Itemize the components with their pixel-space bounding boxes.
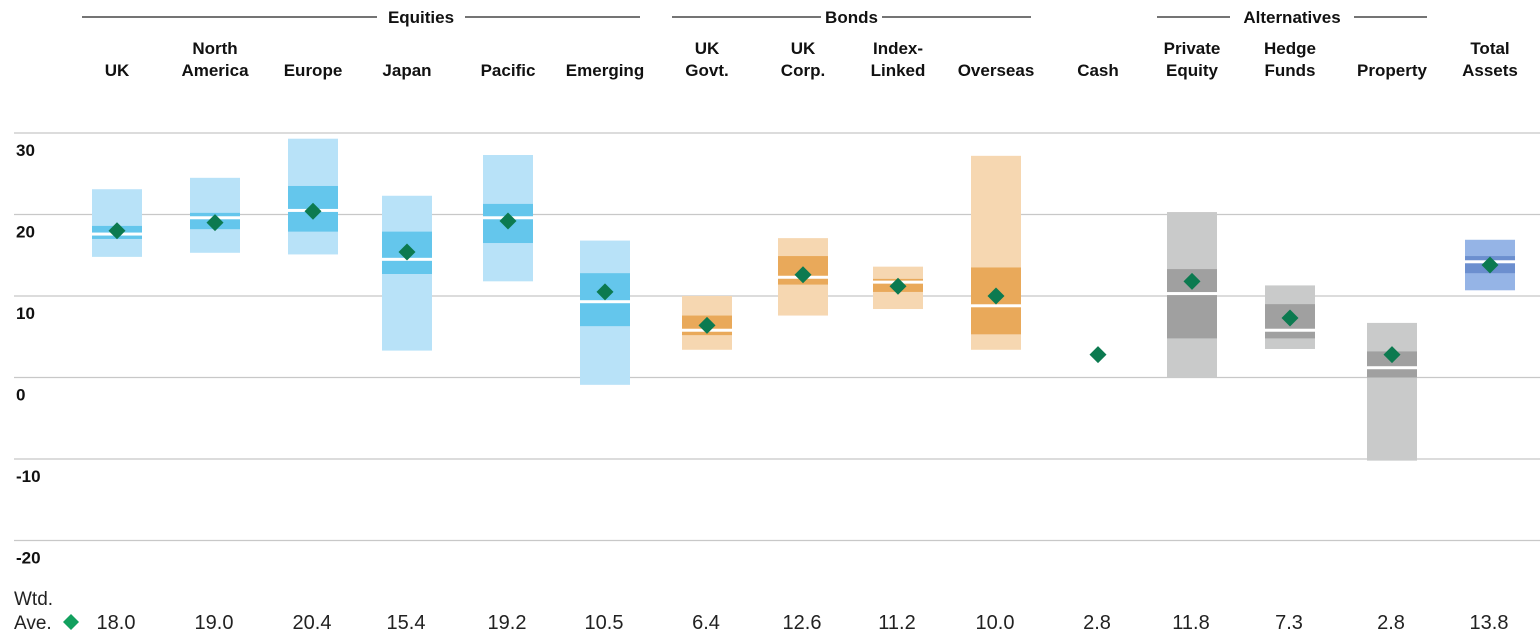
category-label-line1: UK bbox=[695, 39, 720, 58]
mean-marker bbox=[987, 287, 1005, 305]
weighted-average-value: 12.6 bbox=[783, 612, 822, 634]
average-legend-diamond-icon bbox=[63, 614, 79, 630]
y-tick-label: 10 bbox=[16, 304, 35, 323]
category-pacific: Pacific 19.2 bbox=[481, 61, 536, 634]
category-label-line2: Assets bbox=[1462, 61, 1518, 80]
category-emerging: Emerging 10.5 bbox=[566, 61, 644, 634]
weighted-average-value: 10.0 bbox=[976, 612, 1015, 634]
mean-marker bbox=[1481, 256, 1499, 274]
category-label-line2: Pacific bbox=[481, 61, 536, 80]
category-label-line1: North bbox=[192, 39, 237, 58]
weighted-average-value: 13.8 bbox=[1470, 612, 1509, 634]
category-label-line2: Overseas bbox=[958, 61, 1035, 80]
category-label-line1: Index- bbox=[873, 39, 923, 58]
y-tick-label: -20 bbox=[16, 549, 41, 568]
y-tick-label: -10 bbox=[16, 467, 41, 486]
mean-marker bbox=[889, 277, 907, 295]
group-label-alternatives: Alternatives bbox=[1243, 8, 1340, 27]
category-label-line2: Japan bbox=[382, 61, 431, 80]
weighted-average-value: 2.8 bbox=[1083, 612, 1111, 634]
y-tick-label: 30 bbox=[16, 141, 35, 160]
mean-marker bbox=[1183, 272, 1201, 290]
weighted-average-value: 20.4 bbox=[293, 612, 332, 634]
category-label-line1: Hedge bbox=[1264, 39, 1316, 58]
weighted-average-value: 10.5 bbox=[585, 612, 624, 634]
weighted-average-value: 7.3 bbox=[1275, 612, 1303, 634]
category-label-line1: UK bbox=[791, 39, 816, 58]
average-label-line2: Ave. bbox=[14, 613, 52, 634]
y-tick-label: 20 bbox=[16, 223, 35, 242]
category-assets: Total Assets 13.8 bbox=[1462, 39, 1518, 634]
group-label-bonds: Bonds bbox=[825, 8, 878, 27]
mean-marker bbox=[304, 202, 322, 220]
group-label-equities: Equities bbox=[388, 8, 454, 27]
category-label-line2: Property bbox=[1357, 61, 1427, 80]
mean-marker bbox=[596, 283, 614, 301]
mean-marker bbox=[499, 212, 517, 230]
category-label-line2: Cash bbox=[1077, 61, 1119, 80]
category-property: Property 2.8 bbox=[1357, 61, 1427, 634]
mean-marker bbox=[1089, 346, 1107, 364]
median-line bbox=[1367, 366, 1417, 370]
weighted-average-value: 15.4 bbox=[387, 612, 426, 634]
weighted-average-value: 19.0 bbox=[195, 612, 234, 634]
category-linked: Index- Linked 11.2 bbox=[871, 39, 926, 634]
category-corp: UK Corp. 12.6 bbox=[778, 39, 828, 634]
category-label-line1: Total bbox=[1470, 39, 1509, 58]
category-govt: UK Govt. 6.4 bbox=[682, 39, 732, 634]
category-label-line1: Private bbox=[1164, 39, 1221, 58]
weighted-average-value: 11.8 bbox=[1172, 612, 1209, 634]
category-label-line2: Equity bbox=[1166, 61, 1218, 80]
category-label-line2: Emerging bbox=[566, 61, 644, 80]
range-bar bbox=[1367, 322, 1417, 461]
mean-marker bbox=[1281, 309, 1299, 327]
category-label-line2: Linked bbox=[871, 61, 926, 80]
median-line bbox=[580, 300, 630, 304]
category-label-line2: Funds bbox=[1265, 61, 1316, 80]
weighted-average-value: 19.2 bbox=[488, 612, 527, 634]
weighted-average-value: 18.0 bbox=[97, 612, 136, 634]
mean-marker bbox=[698, 316, 716, 334]
mean-marker bbox=[108, 222, 126, 240]
category-america: North America 19.0 bbox=[181, 39, 249, 634]
category-equity: Private Equity 11.8 bbox=[1164, 39, 1221, 634]
mean-marker bbox=[1383, 346, 1401, 364]
category-label-line2: Govt. bbox=[685, 61, 728, 80]
median-line bbox=[1265, 328, 1315, 332]
category-label-line2: Europe bbox=[284, 61, 343, 80]
median-line bbox=[1167, 292, 1217, 296]
category-cash: Cash 2.8 bbox=[1077, 61, 1119, 634]
mean-marker bbox=[398, 243, 416, 261]
category-funds: Hedge Funds 7.3 bbox=[1264, 39, 1316, 634]
category-europe: Europe 20.4 bbox=[284, 61, 343, 634]
mean-marker bbox=[206, 214, 224, 232]
y-tick-label: 0 bbox=[16, 386, 25, 405]
category-uk: UK 18.0 bbox=[92, 61, 142, 634]
weighted-average-value: 6.4 bbox=[692, 612, 720, 634]
category-label-line2: UK bbox=[105, 61, 130, 80]
category-label-line2: Corp. bbox=[781, 61, 825, 80]
weighted-average-value: 2.8 bbox=[1377, 612, 1405, 634]
median-line bbox=[971, 304, 1021, 308]
weighted-average-value: 11.2 bbox=[878, 612, 915, 634]
average-label-line1: Wtd. bbox=[14, 589, 53, 610]
category-japan: Japan 15.4 bbox=[382, 61, 432, 634]
category-overseas: Overseas 10.0 bbox=[958, 61, 1035, 634]
mean-marker bbox=[794, 266, 812, 284]
category-label-line2: America bbox=[181, 61, 249, 80]
